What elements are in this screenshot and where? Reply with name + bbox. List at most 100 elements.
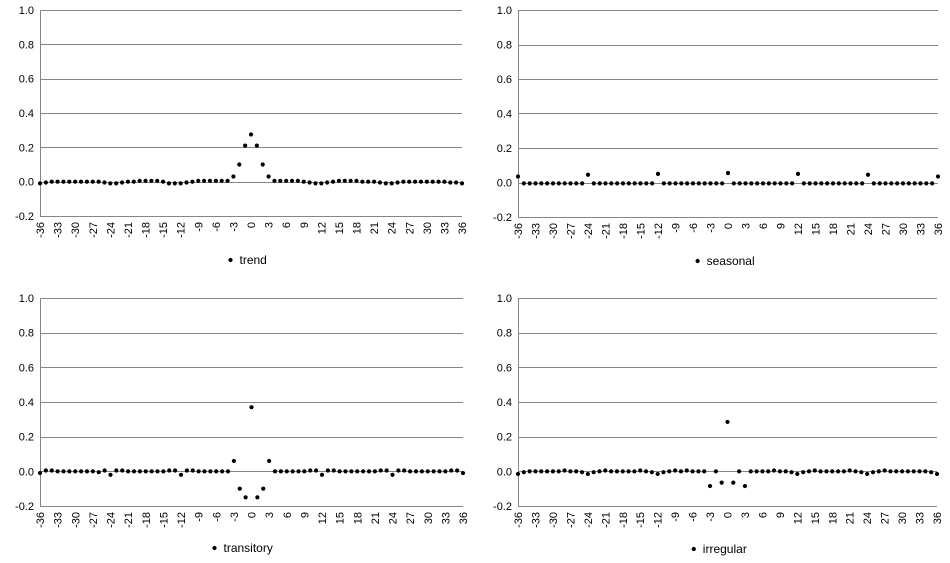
data-point (96, 179, 101, 184)
data-point (390, 472, 395, 477)
x-tick-label: 24 (388, 512, 400, 524)
x-tick-label: -12 (176, 512, 188, 528)
data-point (795, 171, 801, 176)
y-tick-label: 1.0 (19, 293, 34, 305)
data-point (366, 179, 371, 184)
data-point (544, 469, 550, 474)
data-point (591, 181, 596, 186)
data-point (67, 179, 72, 184)
data-point (349, 469, 354, 474)
y-tick-label: 0.2 (19, 432, 34, 444)
data-point (249, 405, 254, 410)
legend-marker (691, 546, 696, 552)
data-point (161, 469, 166, 474)
data-point (835, 469, 841, 474)
x-tick-label: -30 (548, 512, 560, 528)
x-tick-label: 9 (776, 223, 788, 229)
data-point (37, 470, 43, 476)
x-tick-label: -15 (158, 222, 170, 238)
data-point (37, 181, 43, 186)
data-point (847, 468, 852, 473)
y-tick-label: 0.8 (497, 40, 512, 52)
y-tick-label: 1.0 (19, 5, 34, 17)
data-point (911, 469, 916, 474)
data-point (655, 471, 660, 477)
x-tick-label: -21 (601, 223, 613, 239)
chart-irregular: -0.20.00.20.40.60.81.0-36 -33 -30 -27 -24 -21… (493, 293, 944, 556)
data-point (61, 469, 66, 474)
data-point (539, 469, 544, 474)
data-point (90, 469, 95, 474)
data-point (248, 132, 254, 137)
x-tick-label: 6 (758, 223, 770, 229)
data-point (644, 181, 649, 186)
data-point (284, 469, 289, 474)
data-point (620, 469, 625, 474)
data-point (79, 469, 84, 474)
data-point (278, 469, 283, 474)
data-point (714, 181, 719, 186)
data-point (597, 469, 602, 474)
data-point (308, 468, 313, 473)
x-tick-label: 15 (334, 222, 346, 234)
data-point (813, 181, 818, 186)
data-point (73, 179, 78, 184)
data-point (649, 470, 654, 475)
y-tick-label: 0.6 (19, 362, 34, 374)
x-tick-label: 27 (881, 223, 893, 235)
data-point (290, 469, 295, 474)
x-tick-label: 33 (440, 512, 452, 524)
x-tick-label: 12 (792, 512, 804, 524)
data-point (912, 181, 917, 186)
x-tick-label: -30 (70, 222, 82, 238)
data-point (384, 468, 389, 473)
data-point (521, 470, 526, 475)
data-point (214, 469, 219, 474)
data-point (90, 179, 95, 184)
data-point (260, 162, 265, 167)
data-point (539, 181, 544, 186)
data-point (431, 469, 436, 474)
data-point (900, 181, 906, 186)
data-point (690, 181, 696, 186)
data-point (43, 180, 48, 185)
data-point (515, 471, 521, 477)
x-tick-label: 24 (387, 222, 399, 234)
data-point (719, 480, 724, 485)
data-point (876, 469, 881, 474)
data-point (870, 470, 876, 475)
legend-marker (695, 258, 700, 264)
x-tick-label: -24 (583, 223, 595, 239)
data-point (667, 469, 672, 474)
y-tick-label: 0.4 (19, 397, 34, 409)
data-point (824, 469, 829, 474)
x-tick-label: -27 (88, 222, 100, 238)
data-point (550, 181, 556, 186)
data-point (360, 179, 365, 184)
x-tick-label: -21 (123, 512, 135, 528)
data-point (184, 180, 189, 185)
x-tick-label: 36 (932, 512, 944, 524)
data-point (237, 162, 242, 167)
data-point (784, 181, 789, 186)
data-point (679, 181, 684, 186)
x-tick-label: 18 (352, 222, 364, 234)
data-point (848, 181, 853, 186)
data-point (190, 179, 195, 184)
data-point (102, 468, 107, 473)
x-tick-label: 21 (369, 222, 381, 234)
x-tick-label: -36 (513, 512, 525, 528)
data-point (155, 178, 160, 183)
data-point (407, 179, 412, 184)
data-point (389, 181, 394, 186)
x-tick-label: 3 (740, 512, 752, 518)
data-point (255, 495, 260, 500)
data-point (889, 181, 894, 186)
data-point (585, 172, 591, 177)
data-point (533, 469, 538, 474)
data-point (819, 181, 824, 186)
data-point (527, 469, 532, 474)
data-point (760, 469, 765, 474)
data-point (690, 469, 695, 474)
data-point (580, 181, 585, 186)
